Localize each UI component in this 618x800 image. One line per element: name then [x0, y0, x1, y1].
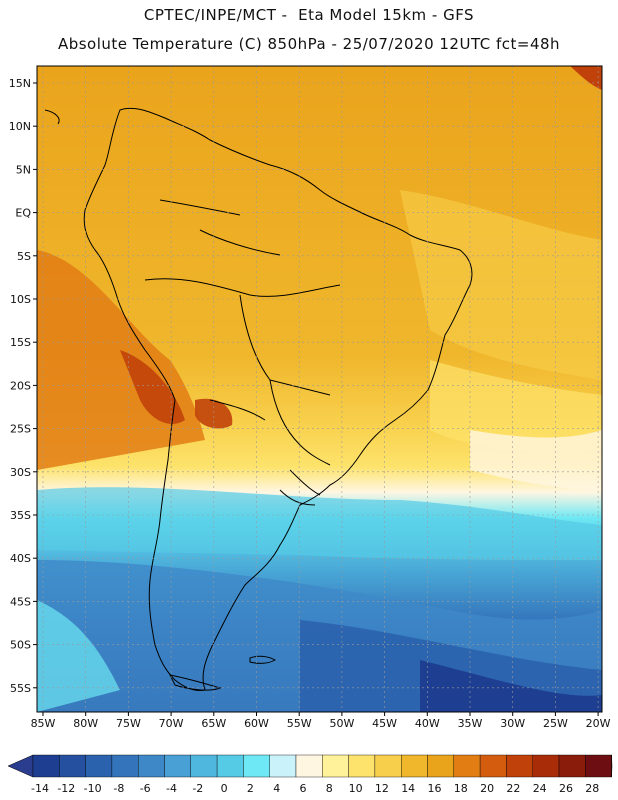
colorbar-swatch [295, 754, 323, 778]
colorbar-swatch [190, 754, 218, 778]
colorbar-label: 22 [506, 782, 520, 795]
colorbar-label: -6 [140, 782, 151, 795]
lon-tick-label: 25W [543, 717, 568, 730]
colorbar-swatch [322, 754, 349, 778]
colorbar-swatch [348, 754, 376, 778]
lat-tick-label: 15S [10, 336, 31, 349]
lon-tick-label: 80W [73, 717, 98, 730]
colorbar-swatch [532, 754, 560, 778]
colorbar-label: 12 [375, 782, 389, 795]
colorbar-swatch [374, 754, 402, 778]
lat-tick-label: 40S [10, 552, 31, 565]
colorbar-label: 24 [533, 782, 547, 795]
colorbar-label: 26 [559, 782, 573, 795]
colorbar-label: 28 [585, 782, 599, 795]
lat-tick-label: 25S [10, 423, 31, 436]
colorbar-swatch [269, 754, 297, 778]
colorbar-swatch [216, 754, 244, 778]
colorbar-label: 8 [326, 782, 333, 795]
colorbar-swatch [85, 754, 113, 778]
lon-tick-label: 35W [458, 717, 483, 730]
temperature-field [37, 66, 602, 712]
colorbar-label: 20 [480, 782, 494, 795]
islands-outline [44, 109, 277, 691]
chart-title-line2: Absolute Temperature (C) 850hPa - 25/07/… [57, 35, 561, 53]
latitude-axis: 15N 10N 5N EQ 5S 10S 15S 20S 25S 30S 35S 40S 45S 50S 5… [9, 77, 37, 695]
colorbar-swatch [111, 754, 139, 778]
lon-tick-label: 60W [244, 717, 269, 730]
colorbar-label: 0 [221, 782, 228, 795]
lon-tick-label: 75W [116, 717, 141, 730]
colorbar-label: -4 [166, 782, 177, 795]
colorbar-swatch [506, 754, 533, 778]
colorbar-label: 10 [349, 782, 363, 795]
continent-outline [83, 107, 473, 691]
colorbar-label: 2 [247, 782, 254, 795]
colorbar-label: -8 [113, 782, 124, 795]
colorbar-label: -14 [31, 782, 49, 795]
colorbar-swatch [59, 754, 86, 778]
lat-tick-label: 15N [9, 77, 31, 90]
lat-tick-label: 5N [16, 163, 31, 176]
lon-tick-label: 40W [415, 717, 440, 730]
colorbar-swatch [427, 754, 454, 778]
lat-tick-label: EQ [15, 207, 31, 220]
colorbar-swatch [558, 754, 586, 778]
colorbar-label: 14 [401, 782, 415, 795]
colorbar-swatch [243, 754, 270, 778]
lat-tick-label: 50S [10, 639, 31, 652]
colorbar-label: 18 [454, 782, 468, 795]
map-frame [36, 65, 603, 713]
lon-tick-label: 50W [329, 717, 354, 730]
lat-tick-label: 10N [9, 120, 31, 133]
colorbar-label: -12 [57, 782, 75, 795]
colorbar-swatch [32, 754, 60, 778]
colorbar-swatch [585, 754, 612, 778]
lon-tick-label: 30W [500, 717, 525, 730]
colorbar-swatch [453, 754, 481, 778]
colorbar-swatch [137, 754, 165, 778]
colorbar-label: -2 [192, 782, 203, 795]
colorbar-under-arrow [7, 754, 34, 778]
lat-tick-label: 45S [10, 595, 31, 608]
lon-tick-label: 55W [287, 717, 312, 730]
lat-tick-label: 10S [10, 293, 31, 306]
lat-tick-label: 35S [10, 509, 31, 522]
colorbar-label: 6 [300, 782, 307, 795]
colorbar-swatch [164, 754, 191, 778]
colorbar: -14 -12 -10 -8 -6 -4 -2 0 2 4 6 8 10 12 14 16 18 20 22 24 26… [7, 754, 613, 795]
lat-tick-label: 5S [17, 250, 31, 263]
graticule [37, 66, 602, 712]
lat-tick-label: 20S [10, 379, 31, 392]
longitude-axis: 85W 80W 75W 70W 65W 60W 55W 50W 45W 40W 35W 30W 25W 2… [31, 712, 611, 730]
lon-tick-label: 65W [201, 717, 226, 730]
lat-tick-label: 30S [10, 466, 31, 479]
colorbar-swatch [479, 754, 507, 778]
colorbar-label: 4 [273, 782, 280, 795]
colorbar-label: 16 [428, 782, 442, 795]
chart-title-line1: CPTEC/INPE/MCT - Eta Model 15km - GFS [143, 6, 475, 24]
lon-tick-label: 85W [31, 717, 56, 730]
lon-tick-label: 70W [159, 717, 184, 730]
colorbar-swatch [401, 754, 428, 778]
lat-tick-label: 55S [10, 682, 31, 695]
lon-tick-label: 20W [586, 717, 611, 730]
colorbar-label: -10 [84, 782, 102, 795]
lon-tick-label: 45W [372, 717, 397, 730]
